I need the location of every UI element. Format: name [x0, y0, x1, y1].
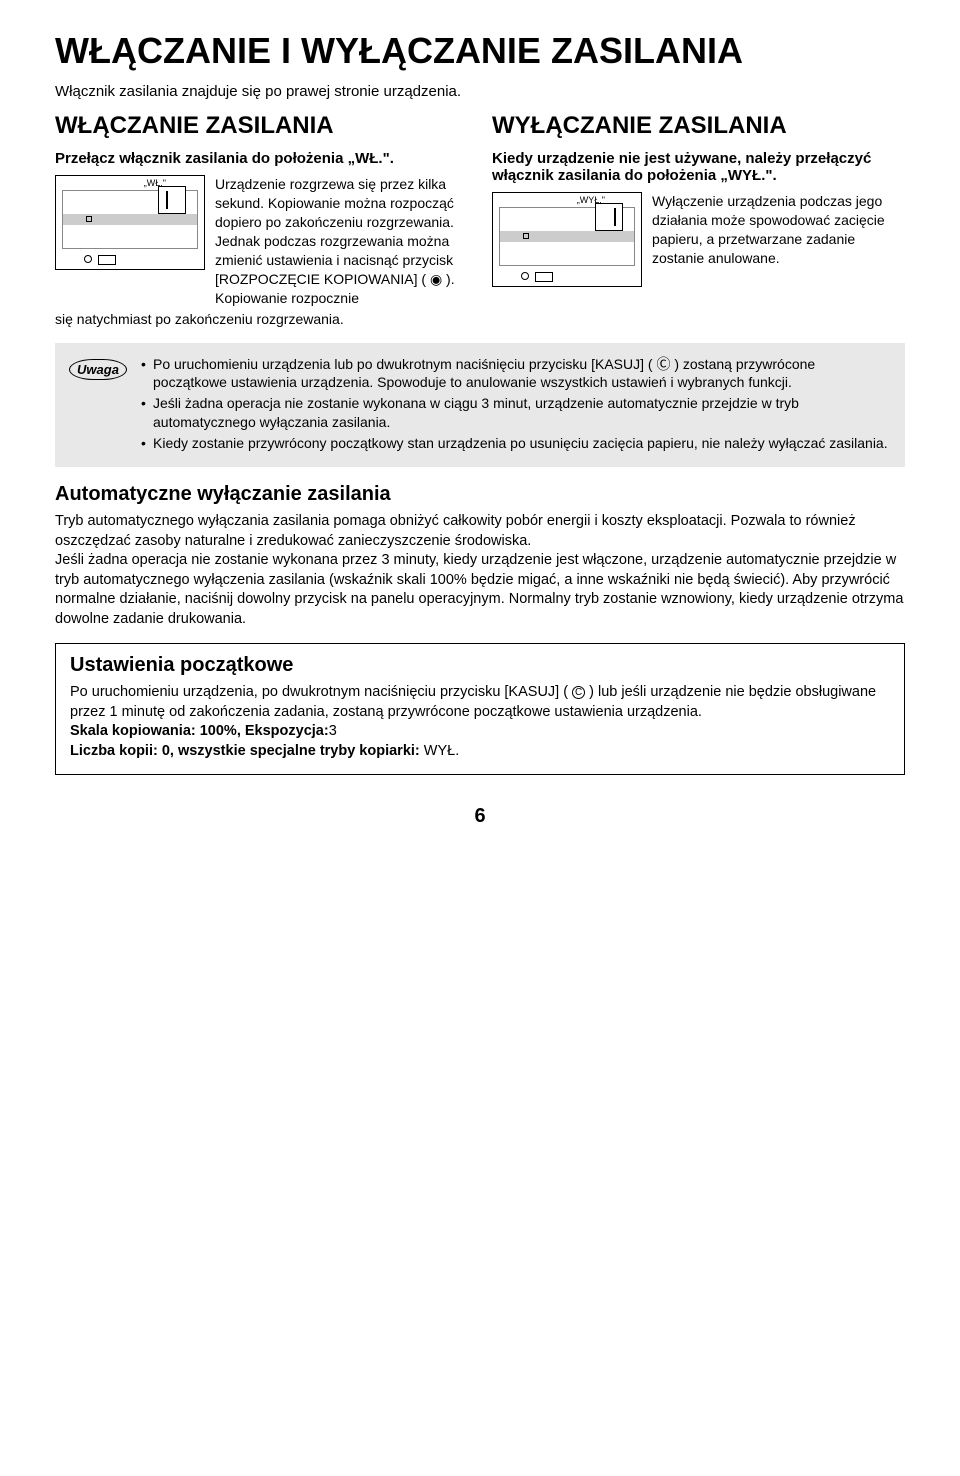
power-on-column: WŁĄCZANIE ZASILANIA Przełącz włącznik za… [55, 112, 468, 328]
power-off-text: Wyłączenie urządzenia podczas jego dział… [652, 192, 905, 268]
power-on-lead: Przełącz włącznik zasilania do położenia… [55, 150, 468, 167]
note-box: Uwaga Po uruchomieniu urządzenia lub po … [55, 343, 905, 467]
note-icon: Uwaga [69, 359, 127, 380]
initial-settings-heading: Ustawienia początkowe [70, 654, 890, 677]
power-off-illustration: „WYŁ." [492, 192, 642, 287]
power-off-lead: Kiedy urządzenie nie jest używane, należ… [492, 150, 905, 184]
two-column-section: WŁĄCZANIE ZASILANIA Przełącz włącznik za… [55, 112, 905, 328]
auto-off-body: Tryb automatycznego wyłączania zasilania… [55, 512, 905, 629]
power-on-heading: WŁĄCZANIE ZASILANIA [55, 112, 468, 140]
power-on-continuation: się natychmiast po zakończeniu rozgrzewa… [55, 310, 468, 329]
power-off-column: WYŁĄCZANIE ZASILANIA Kiedy urządzenie ni… [492, 112, 905, 328]
intro-text: Włącznik zasilania znajduje się po prawe… [55, 83, 905, 100]
page-title: WŁĄCZANIE I WYŁĄCZANIE ZASILANIA [55, 30, 905, 71]
initial-line1-label: Skala kopiowania: 100%, Ekspozycja: [70, 723, 329, 739]
note-item: Kiedy zostanie przywrócony początkowy st… [141, 434, 891, 453]
initial-line2-val: WYŁ. [420, 743, 459, 759]
note-item: Jeśli żadna operacja nie zostanie wykona… [141, 394, 891, 432]
initial-body-pre: Po uruchomieniu urządzenia, po dwukrotny… [70, 684, 568, 700]
power-off-heading: WYŁĄCZANIE ZASILANIA [492, 112, 905, 140]
power-on-illustration: „WŁ." [55, 175, 205, 270]
auto-off-heading: Automatyczne wyłączanie zasilania [55, 483, 905, 506]
initial-settings-body: Po uruchomieniu urządzenia, po dwukrotny… [70, 683, 890, 761]
power-on-illustration-row: „WŁ." Urządzenie rozgrzewa się przez kil… [55, 175, 468, 307]
initial-line1-val: 3 [329, 723, 337, 739]
power-on-text: Urządzenie rozgrzewa się przez kilka sek… [215, 175, 468, 307]
initial-settings-box: Ustawienia początkowe Po uruchomieniu ur… [55, 643, 905, 774]
power-off-illustration-row: „WYŁ." Wyłączenie urządzenia podczas jeg… [492, 192, 905, 287]
initial-line2-label: Liczba kopii: 0, wszystkie specjalne try… [70, 743, 420, 759]
power-switch-on-icon [158, 186, 186, 214]
note-list: Po uruchomieniu urządzenia lub po dwukro… [141, 355, 891, 455]
power-switch-off-icon [595, 203, 623, 231]
clear-key-icon: C [572, 686, 585, 699]
page-number: 6 [55, 805, 905, 828]
note-item: Po uruchomieniu urządzenia lub po dwukro… [141, 355, 891, 393]
